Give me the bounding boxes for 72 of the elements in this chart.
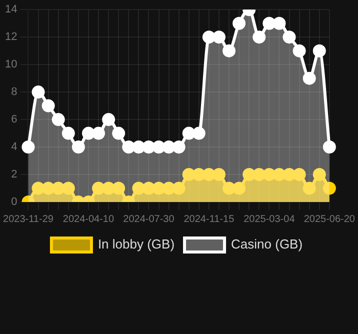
point [322,140,336,154]
point [92,182,106,195]
point [232,182,246,195]
point [292,168,306,182]
point [32,182,45,195]
point [302,182,316,195]
y-tick-label: 14 [4,4,18,16]
point [252,168,266,182]
point [102,182,116,195]
point [272,168,286,182]
point [112,182,126,195]
point [312,168,326,182]
point [252,30,266,44]
y-tick-label: 8 [11,86,18,98]
point [182,126,196,140]
y-tick-label: 6 [11,114,18,126]
y-tick-label: 12 [4,31,18,44]
point [192,168,206,182]
point [162,182,176,195]
point [212,30,226,44]
point [312,44,326,58]
y-tick-label: 2 [11,168,18,181]
point [92,126,106,140]
point [152,182,166,195]
point [182,168,196,182]
x-tick-label: 2024-11-15 [184,214,235,225]
point [322,182,336,195]
point [42,99,55,112]
point [72,140,85,154]
point [222,44,236,58]
x-tick-label: 2024-07-30 [123,214,175,225]
point [222,182,236,195]
point [62,126,75,140]
point [202,168,216,182]
point [142,182,156,195]
point [262,16,276,30]
point [122,140,136,154]
point [102,113,116,126]
y-tick-label: 10 [4,58,18,71]
x-tick-label: 2025-03-04 [244,214,296,225]
y-tick-label: 4 [11,141,18,154]
point [132,140,146,154]
legend-label: Casino (GB) [231,236,303,252]
point [262,168,276,182]
x-tick-label: 2023-11-29 [3,214,54,225]
point [132,182,146,195]
point [192,126,206,140]
point [242,168,256,182]
point [52,182,65,195]
point [52,113,65,126]
legend-label: In lobby (GB) [98,236,175,252]
point [152,140,166,154]
x-tick-label: 2024-04-10 [62,214,114,225]
point [282,30,296,44]
point [282,168,296,182]
point [32,86,45,99]
point [62,182,75,195]
point [272,16,286,30]
point [202,30,216,44]
point [212,168,226,182]
point [112,126,126,140]
point [172,140,186,154]
point [302,72,316,85]
point [232,16,246,30]
point [292,44,306,58]
y-tick-label: 0 [11,196,18,208]
point [82,126,95,140]
point [172,182,186,195]
point [42,182,55,195]
x-tick-label: 2025-06-20 [304,214,356,225]
point [142,140,156,154]
point [162,140,176,154]
